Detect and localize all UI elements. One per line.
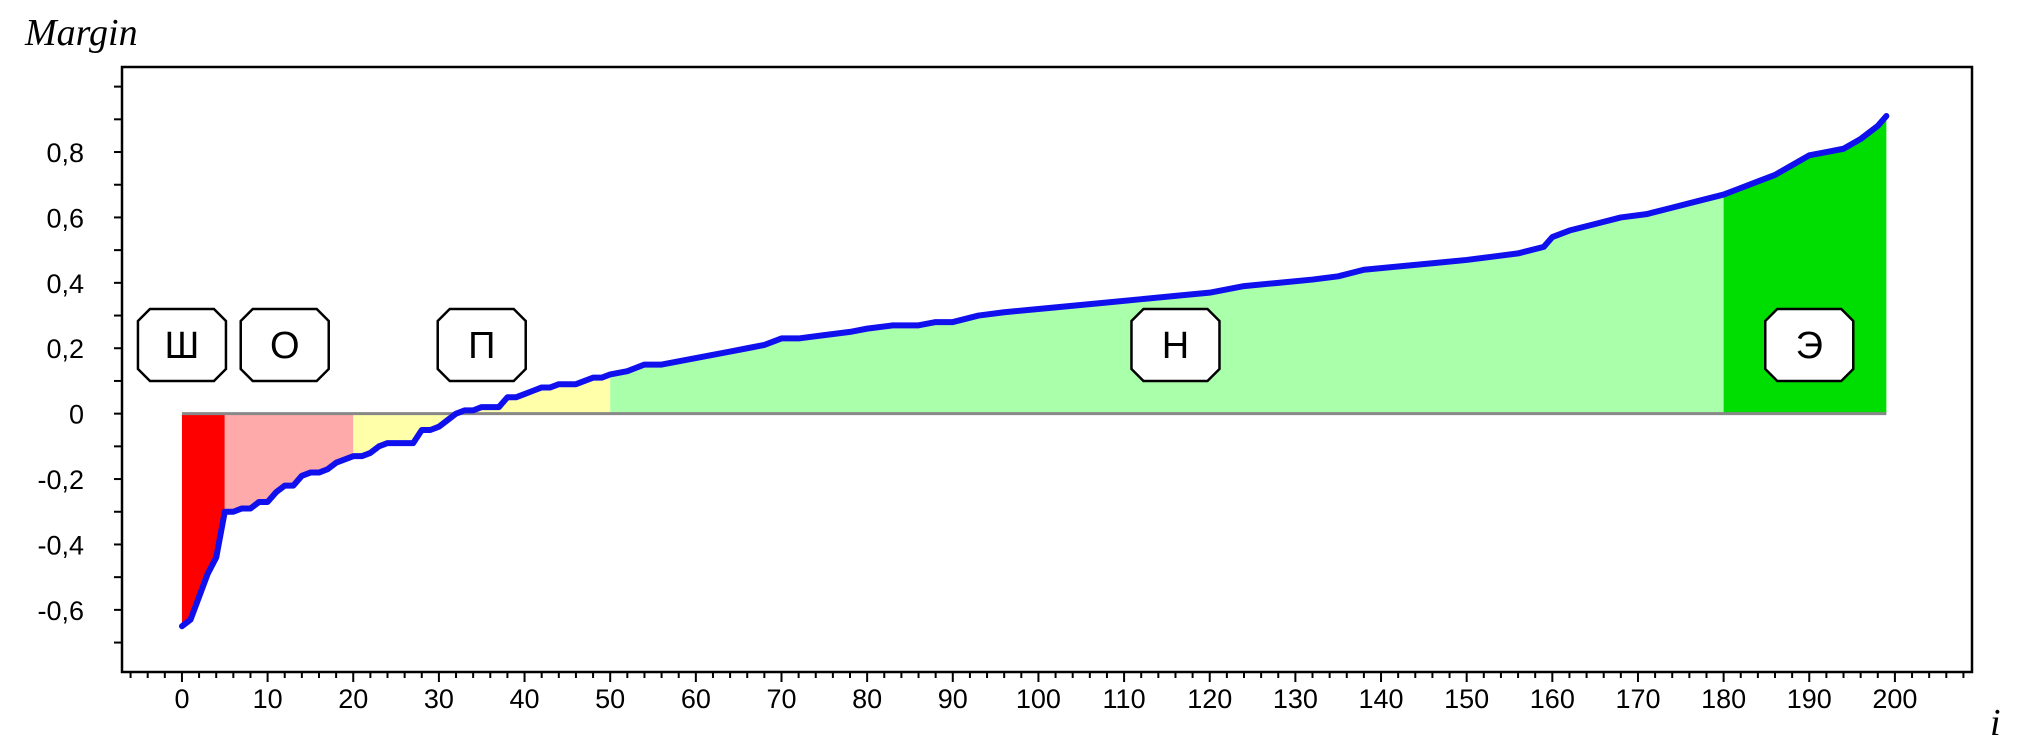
zone-badge: [136, 307, 228, 383]
x-tick-label: 30: [424, 684, 454, 714]
zone-label: О: [270, 325, 300, 367]
y-tick-label: 0,8: [46, 138, 84, 168]
zone-badge: [1130, 307, 1221, 383]
x-tick-label: 120: [1187, 684, 1232, 714]
zone-label: Н: [1162, 325, 1189, 367]
zone-label: П: [468, 325, 495, 367]
x-tick-label: 110: [1103, 684, 1146, 714]
y-tick-label: -0,6: [37, 596, 84, 626]
zone-badge: [239, 307, 330, 383]
y-tick-label: 0,6: [46, 203, 84, 233]
x-tick-label: 180: [1701, 684, 1746, 714]
margin-series-line: [178, 113, 1890, 630]
x-tick-label: 90: [938, 684, 968, 714]
zone-area-0: [181, 413, 225, 627]
x-tick-label: 0: [174, 684, 189, 714]
x-tick-label: 150: [1444, 684, 1489, 714]
zone-label: Э: [1796, 325, 1823, 367]
x-tick-label: 100: [1016, 684, 1061, 714]
zone-area-3: [610, 194, 1724, 414]
x-tick-label: 20: [338, 684, 368, 714]
x-tick-label: 50: [595, 684, 625, 714]
x-tick-label: 40: [510, 684, 540, 714]
x-tick-label: 70: [766, 684, 796, 714]
y-tick-label: 0,2: [46, 334, 84, 364]
x-tick-label: 140: [1358, 684, 1403, 714]
x-tick-label: 80: [852, 684, 882, 714]
x-axis-title: i: [1990, 702, 2001, 744]
x-tick-label: 200: [1872, 684, 1917, 714]
y-tick-label: -0,2: [37, 465, 84, 495]
x-tick-label: 10: [253, 684, 283, 714]
x-tick-label: 170: [1615, 684, 1660, 714]
y-axis-title: Margin: [24, 12, 138, 54]
zone-label: Ш: [165, 325, 200, 367]
y-tick-label: 0: [69, 400, 84, 430]
zone-badge: [436, 307, 527, 383]
zone-badge: [1764, 307, 1855, 383]
axes: 0 10 20 30 40 50 60 70 80 90 100 110 120 130 140 150 160…: [37, 85, 1965, 714]
x-tick-label: 60: [681, 684, 711, 714]
y-tick-label: 0,4: [46, 269, 84, 299]
x-tick-label: 160: [1530, 684, 1575, 714]
x-tick-label: 190: [1787, 684, 1832, 714]
y-tick-label: -0,4: [37, 530, 84, 560]
x-tick-label: 130: [1273, 684, 1318, 714]
zone-area-1: [224, 413, 354, 512]
